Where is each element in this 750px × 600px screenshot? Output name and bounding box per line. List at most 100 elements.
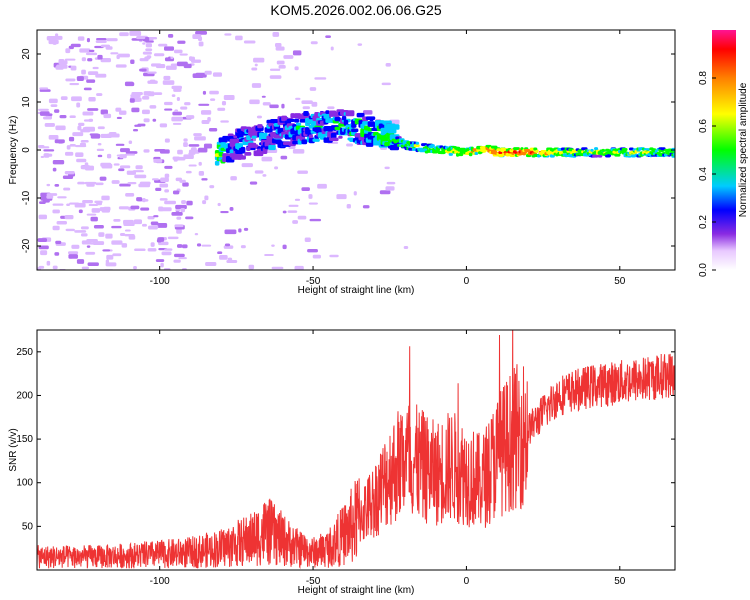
spectrogram-cell — [111, 225, 122, 229]
spectrogram-cell — [202, 200, 207, 205]
spectrogram-cell — [128, 140, 133, 145]
spectrogram-cell — [209, 185, 215, 189]
spectrogram-cell — [88, 203, 98, 207]
snr-frame — [36, 329, 676, 571]
spectrogram-cell — [79, 142, 86, 148]
spectrogram-cell — [389, 124, 400, 130]
spectrogram-cell — [133, 129, 139, 132]
spectrogram-cell — [304, 237, 311, 243]
spectrogram-cell — [182, 244, 188, 249]
spectrogram-cell — [188, 56, 193, 61]
spectrogram-cell — [292, 220, 299, 224]
spectrogram-cell — [204, 70, 212, 75]
spectrogram-cell — [243, 40, 256, 44]
spectrogram-cell — [281, 103, 285, 109]
spectrogram-cell — [276, 60, 285, 65]
spectrogram-cell — [246, 134, 251, 141]
spectrogram-cell — [97, 126, 105, 130]
spectrogram-cell — [248, 264, 255, 270]
spectrogram-cell — [386, 181, 396, 185]
spectrogram-cell — [134, 124, 142, 127]
spectrogram-cell — [170, 63, 179, 67]
spectrogram-cell — [230, 176, 237, 181]
spectrogram-cell — [244, 152, 252, 156]
spectrogram-cell — [119, 154, 127, 159]
spectrogram-cell — [85, 251, 96, 255]
spectrogram-cell — [192, 34, 202, 39]
spectrogram-cell — [88, 49, 95, 53]
spectrogram-cell — [325, 110, 330, 115]
spectrogram-cell — [55, 125, 66, 131]
snr-ytick-label: 200 — [16, 390, 33, 401]
spectrogram-cell — [54, 252, 60, 256]
spectrogram-cell — [312, 138, 320, 142]
spectrogram-cell — [227, 257, 233, 262]
spectrogram-cell — [262, 132, 268, 139]
spectrogram-cell — [229, 138, 240, 144]
spectrogram-cell — [140, 207, 150, 211]
spectrogram-cell — [87, 108, 99, 111]
spectrogram-ylabel: Frequency (Hz) — [8, 116, 19, 185]
spectrogram-cell — [102, 249, 111, 252]
spectrogram-cell — [52, 209, 60, 214]
spectrogram-cell — [171, 211, 183, 216]
spectrogram-cell — [171, 85, 183, 90]
spectrogram-cell — [256, 115, 262, 119]
spectrogram-cell — [54, 109, 60, 113]
spectrogram-cell — [271, 244, 275, 247]
spectrogram-cell — [301, 139, 308, 145]
spectrogram-cell — [80, 139, 89, 143]
spectrogram-cell — [381, 82, 391, 86]
spectrogram-cell — [362, 205, 370, 209]
spectrogram-cell — [183, 138, 188, 142]
spectrogram-cell — [264, 141, 270, 147]
spectrogram-cell — [119, 165, 131, 169]
spectrogram-cell — [522, 152, 526, 156]
spectrogram-cell — [139, 68, 147, 72]
spectrogram-cell — [433, 150, 438, 154]
spectrogram-cell — [200, 110, 212, 115]
spectrogram-cell — [198, 170, 205, 176]
spectrogram-cell — [346, 143, 353, 147]
spectrogram-cell — [158, 241, 169, 246]
snr-series-line — [37, 330, 675, 570]
spectrogram-cell — [378, 133, 384, 140]
spectrogram-cell — [356, 112, 365, 118]
spectrogram-cell — [64, 58, 76, 61]
spectrogram-cell — [164, 248, 173, 251]
snr-ytick-label: 100 — [16, 478, 33, 489]
spectrogram-xlabel: Height of straight line (km) — [298, 285, 415, 296]
spectrogram-cell — [171, 116, 183, 122]
spectrogram-cell — [224, 229, 237, 235]
spectrogram-cell — [365, 141, 374, 147]
spectrogram-cell — [172, 190, 180, 195]
spectrogram-cell — [202, 90, 207, 95]
spectrogram-cell — [404, 143, 408, 147]
spectrogram-cell — [590, 148, 594, 152]
spectrogram-cell — [95, 40, 107, 44]
spectrogram-cell — [65, 48, 71, 54]
spectrogram-cell — [164, 101, 173, 106]
spectrogram-cell — [155, 187, 162, 192]
spectrogram-y-ticks: -20 -10 0 10 20 — [21, 48, 675, 253]
spectrogram-cell — [281, 115, 288, 122]
spectrogram-cell — [280, 155, 288, 160]
spectrogram-cell — [308, 202, 318, 205]
spectrogram-cell — [294, 118, 300, 123]
spectrogram-cell — [176, 216, 182, 220]
spectrogram-cell — [307, 248, 318, 253]
spectrogram-cell — [323, 113, 330, 119]
spectrogram-cell — [143, 149, 150, 153]
spectrogram-cell — [43, 149, 55, 152]
spectrogram-cell — [96, 148, 105, 152]
spectrogram-cell — [101, 195, 110, 201]
spectrogram-cell — [238, 228, 242, 233]
spectrogram-cell — [295, 97, 301, 100]
spectrogram-cell — [40, 155, 45, 159]
spectrogram-cell — [175, 209, 181, 212]
spectrogram-cell — [210, 98, 216, 101]
spectrogram-cell — [415, 141, 420, 145]
spectrogram-cell — [269, 75, 282, 79]
spectrogram-cell — [174, 224, 184, 228]
